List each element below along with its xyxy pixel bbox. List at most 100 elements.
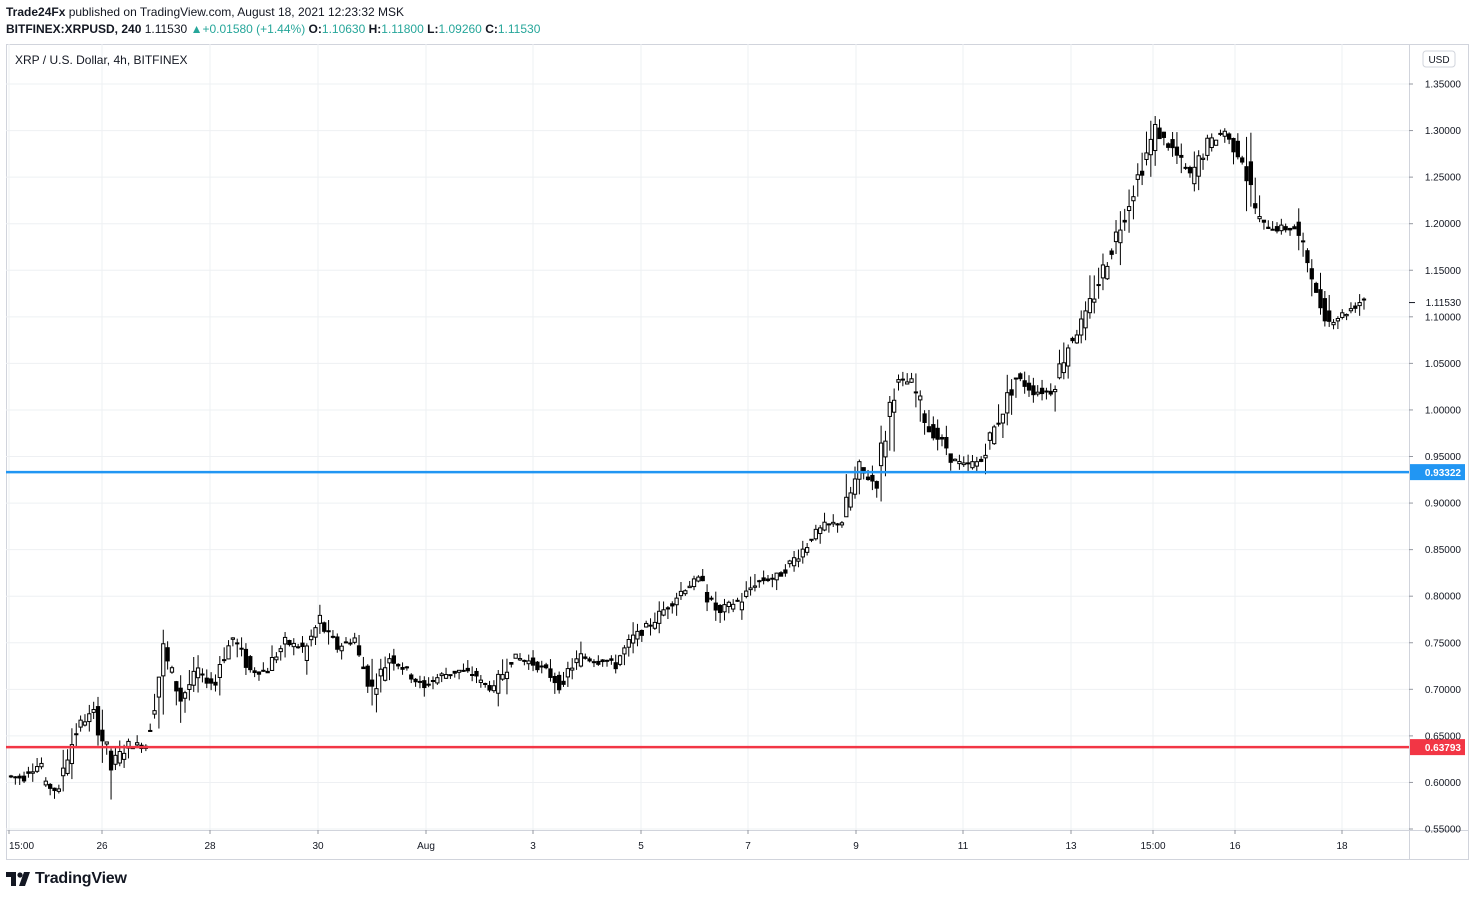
- candle-down: [1109, 250, 1114, 255]
- candle-down: [1240, 157, 1245, 163]
- candle-down: [74, 733, 79, 736]
- price-chart[interactable]: 0.93322 0.63793 1.35000 1.30000 1.25000 1.20…: [6, 44, 1469, 860]
- price-change: +0.01580 (+1.44%): [202, 22, 306, 36]
- candle-up: [1300, 240, 1306, 243]
- candle-up: [1257, 216, 1262, 220]
- candle-up: [504, 671, 510, 680]
- close-value: 1.11530: [497, 22, 541, 36]
- candle-down: [413, 678, 418, 683]
- candle-up: [304, 645, 309, 661]
- candle-up: [857, 461, 862, 480]
- candle-down: [1327, 310, 1332, 322]
- candle-up: [309, 635, 314, 641]
- candle-up: [839, 522, 845, 526]
- candle-down: [935, 427, 940, 440]
- candle-down: [400, 667, 405, 670]
- candle-up: [678, 590, 684, 597]
- candle-up: [383, 667, 388, 681]
- candle-up: [883, 440, 888, 458]
- candle-up: [522, 659, 527, 662]
- candle-up: [496, 673, 501, 694]
- candle-up: [617, 655, 623, 665]
- candle-down: [591, 661, 597, 664]
- candle-down: [639, 629, 644, 636]
- horizontal-levels: 0.93322 0.63793: [6, 464, 1465, 756]
- chart-container[interactable]: 0.93322 0.63793 1.35000 1.30000 1.25000 1.20…: [6, 44, 1469, 860]
- x-tick-label: 9: [853, 841, 859, 852]
- candle-up: [91, 708, 96, 713]
- candle-up: [791, 557, 797, 567]
- candle-down: [922, 413, 927, 423]
- candle-up: [574, 658, 579, 664]
- candle-up: [852, 478, 858, 495]
- level-badge-label: 0.93322: [1425, 468, 1462, 479]
- candle-up: [1005, 392, 1010, 414]
- candle-up: [1052, 388, 1058, 393]
- y-tick-label: 0.60000: [1425, 778, 1462, 789]
- candle-up: [1135, 174, 1140, 180]
- candle-up: [269, 656, 275, 671]
- y-tick-label: 1.20000: [1425, 219, 1462, 230]
- candle-up: [1105, 265, 1110, 280]
- candle-up: [282, 636, 288, 645]
- candle-down: [548, 668, 553, 678]
- candle-down: [165, 647, 170, 662]
- candle-up: [570, 667, 575, 671]
- candle-down: [1292, 226, 1297, 230]
- candle-down: [52, 787, 57, 792]
- candle-down: [1318, 289, 1323, 309]
- candle-up: [739, 601, 745, 611]
- chart-legend-title: XRP / U.S. Dollar, 4h, BITFINEX: [15, 53, 188, 67]
- candle-up: [187, 684, 192, 690]
- candle-up: [417, 680, 423, 683]
- symbol-name[interactable]: BITFINEX:XRPUSD, 240: [6, 22, 142, 36]
- time-axis[interactable]: 15:00 26 28 30 Aug 3 5 7 9 11 13 15:00 16 18: [8, 830, 1348, 852]
- candle-down: [1122, 219, 1127, 223]
- candle-up: [1100, 264, 1106, 279]
- candle-up: [900, 378, 905, 381]
- open-value: 1.10630: [321, 22, 366, 36]
- y-tick-label: 1.30000: [1425, 126, 1462, 137]
- tradingview-brand[interactable]: TradingView: [35, 870, 127, 887]
- candle-up: [744, 590, 749, 597]
- candle-up: [709, 597, 714, 600]
- candle-up: [439, 673, 444, 677]
- x-tick-label: 11: [958, 841, 969, 852]
- candle-down: [543, 664, 549, 669]
- candle-up: [339, 645, 344, 652]
- candle-up: [787, 560, 792, 565]
- candle-down: [1187, 166, 1193, 174]
- price-axis[interactable]: 1.35000 1.30000 1.25000 1.20000 1.15000 1.100…: [1409, 80, 1461, 836]
- candle-up: [1092, 298, 1097, 303]
- candle-down: [235, 642, 240, 645]
- open-label: O:: [308, 22, 322, 36]
- candle-up: [987, 432, 992, 441]
- candle-down: [108, 750, 114, 771]
- candle-down: [1183, 166, 1188, 169]
- candle-down: [1031, 385, 1036, 396]
- candle-up: [1340, 312, 1345, 318]
- candle-down: [204, 677, 209, 684]
- candle-up: [878, 442, 884, 467]
- candle-down: [296, 646, 301, 649]
- candle-down: [979, 458, 984, 462]
- candle-up: [1074, 334, 1079, 344]
- candle-down: [365, 665, 370, 687]
- y-tick-label: 1.25000: [1425, 173, 1462, 184]
- currency-badge[interactable]: [1422, 50, 1456, 68]
- x-tick-label: 16: [1229, 841, 1241, 852]
- candle-up: [1279, 224, 1284, 232]
- author-name[interactable]: Trade24Fx: [6, 5, 66, 19]
- candle-up: [491, 685, 497, 692]
- candle-down: [552, 675, 557, 684]
- candle-up: [352, 637, 357, 643]
- candle-down: [300, 642, 305, 648]
- candle-up: [735, 599, 740, 602]
- candle-down: [913, 391, 919, 394]
- candle-down: [609, 658, 614, 661]
- candle-up: [800, 548, 805, 558]
- candle-up: [456, 669, 462, 673]
- candle-up: [195, 667, 201, 679]
- candle-up: [448, 674, 453, 677]
- candle-up: [691, 578, 697, 588]
